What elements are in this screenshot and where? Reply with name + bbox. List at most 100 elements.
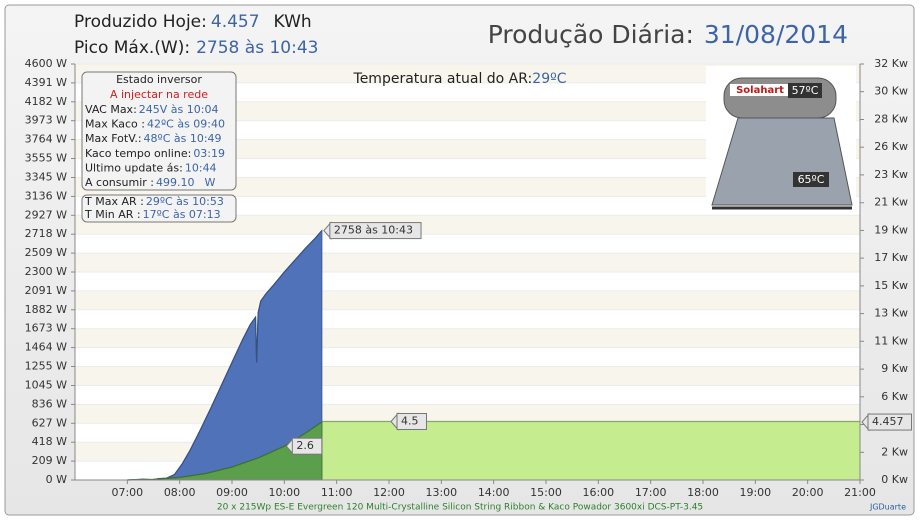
- title: Produção Diária: 31/08/2014: [488, 20, 848, 49]
- row-label: T Max AR :: [84, 195, 144, 208]
- callout-text: 2758 às 10:43: [334, 224, 413, 237]
- row-value: 48ºC às 10:49: [144, 132, 222, 145]
- info-row: A consumir :499.10 W: [85, 176, 215, 189]
- grid-band: [75, 253, 860, 272]
- y-tick-label: 2718 W: [25, 227, 67, 240]
- callout-box: [291, 437, 323, 455]
- row-value: 245V às 10:04: [139, 103, 219, 116]
- callout-text: 4.5: [401, 415, 419, 428]
- status: A injectar na rede: [110, 88, 208, 101]
- row-label: Max FotV.:: [85, 132, 142, 145]
- y-tick-label: 1882 W: [25, 303, 67, 316]
- y-tick-label: 2927 W: [25, 208, 67, 221]
- x-tick-label: 07:00: [111, 486, 143, 499]
- callout-box: [867, 413, 912, 431]
- value: 4.457: [211, 12, 260, 32]
- system-info: 20 x 215Wp ES-E Evergreen 120 Multi-Crys…: [217, 503, 703, 513]
- y2-tick-label: 15 Kw: [874, 279, 908, 292]
- area-outline: [127, 421, 323, 481]
- y-tick-label: 4182 W: [25, 95, 67, 108]
- y-tick-label: 4391 W: [25, 76, 67, 89]
- callout-text: 2.6: [296, 439, 314, 452]
- y2-tick-label: 11 Kw: [874, 334, 908, 347]
- title-label: Produção Diária:: [488, 20, 694, 49]
- x-tick-label: 11:00: [321, 486, 353, 499]
- label: Produzido Hoje:: [74, 12, 207, 32]
- y-tick-label: 4600 W: [25, 57, 67, 70]
- value: 2758 às 10:43: [196, 38, 318, 58]
- x-tick-label: 20:00: [792, 486, 824, 499]
- peak: Pico Máx.(W): 2758 às 10:43: [74, 38, 318, 58]
- y-tick-label: 1673 W: [25, 322, 67, 335]
- info-row: VAC Max: 245V às 10:04: [85, 103, 218, 116]
- y-tick-label: 627 W: [32, 416, 67, 429]
- y2-tick-label: 26 Kw: [874, 140, 908, 153]
- value: 29ºC: [532, 71, 566, 87]
- y2-tick-label: 6 Kw: [881, 390, 908, 403]
- area: [321, 421, 861, 481]
- row-value: W: [204, 176, 215, 189]
- y-tick-label: 2091 W: [25, 284, 67, 297]
- row-label: Kaco tempo online:: [85, 147, 191, 160]
- row-value: 17ºC às 07:13: [143, 208, 221, 221]
- row-value: 29ºC às 10:53: [146, 195, 224, 208]
- unit: KWh: [274, 12, 312, 32]
- rows: T Max AR :29ºC às 10:53T Min AR :17ºC às…: [84, 195, 224, 221]
- row-label: T Min AR :: [84, 208, 141, 221]
- row-value: 10:44: [185, 161, 217, 174]
- row-label: Ultimo update ás:: [85, 161, 183, 174]
- callout: 4.5: [390, 412, 427, 431]
- info-row: T Max AR :29ºC às 10:53: [84, 195, 224, 208]
- tank-temp-bg: [788, 83, 822, 98]
- rows: VAC Max: 245V às 10:04 Max Kaco :42ºC às 0…: [85, 103, 225, 189]
- brand: Solahart: [736, 85, 784, 96]
- box: [81, 194, 237, 223]
- x-tick-label: 17:00: [635, 486, 667, 499]
- brand-plate: [730, 84, 790, 96]
- y2-tick-label: 21 Kw: [874, 196, 908, 209]
- y-tick-label: 3764 W: [25, 133, 67, 146]
- x-tick-label: 18:00: [687, 486, 719, 499]
- x-tick-label: 21:00: [844, 486, 876, 499]
- label: Temperatura atual do AR:: [353, 71, 533, 87]
- y2-tick-label: 23 Kw: [874, 168, 908, 181]
- row-value: 499.10: [156, 176, 195, 189]
- panel-temp: 65ºC: [798, 173, 825, 186]
- x-tick-label: 12:00: [373, 486, 405, 499]
- y-tick-label: 1255 W: [25, 360, 67, 373]
- info-row: Max Kaco :42ºC às 09:40: [85, 118, 225, 131]
- callout-box: [329, 222, 422, 240]
- y-tick-label: 3555 W: [25, 152, 67, 165]
- row-label: A consumir :: [85, 176, 154, 189]
- row-label: Max Kaco :: [85, 118, 145, 131]
- series-layer: [127, 229, 861, 481]
- x-tick-label: 09:00: [216, 486, 248, 499]
- y2-tick-label: 19 Kw: [874, 223, 908, 236]
- y-tick-label: 3973 W: [25, 114, 67, 127]
- info-row: Max FotV.: 48ºC às 10:49: [85, 132, 222, 145]
- grid-band: [75, 64, 860, 83]
- row-label: VAC Max:: [85, 103, 137, 116]
- inverter-box: Estado inversor A injectar na rede VAC M…: [81, 71, 237, 191]
- grid-band: [75, 366, 860, 386]
- x-tick-label: 08:00: [164, 486, 196, 499]
- panel-temp-bg: [793, 172, 829, 187]
- y2-tick-label: 17 Kw: [874, 251, 908, 264]
- solar-heater: Solahart 57ºC 65ºC: [706, 66, 856, 212]
- x-tick-label: 19:00: [739, 486, 771, 499]
- y2-tick-label: 0 Kw: [881, 473, 908, 486]
- y2-tick-label: 30 Kw: [874, 85, 908, 98]
- x-tick-label: 16:00: [582, 486, 614, 499]
- air-temperature: Temperatura atual do AR:29ºC: [353, 71, 567, 87]
- callout-box: [396, 413, 427, 430]
- grid-band: [75, 139, 860, 159]
- y2-tick-label: 2 Kw: [881, 445, 908, 458]
- info-row: Ultimo update ás: 10:44: [85, 161, 217, 174]
- callout: 2.6: [285, 436, 323, 456]
- x-tick-label: 14:00: [478, 486, 510, 499]
- tank-temp: 57ºC: [792, 84, 819, 97]
- grid-band: [75, 290, 860, 310]
- info-row: Kaco tempo online: 03:19: [85, 147, 225, 160]
- y-tick-label: 1464 W: [25, 341, 67, 354]
